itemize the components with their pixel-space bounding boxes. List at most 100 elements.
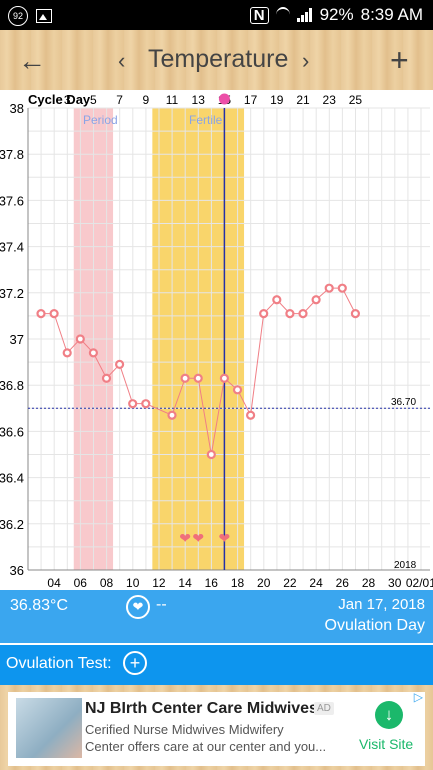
ad-tag: AD <box>314 702 334 715</box>
temperature-point <box>167 410 177 420</box>
selected-day-info: 36.83°C ❤ -- Jan 17, 2018 Ovulation Day <box>0 590 433 643</box>
cycle-day-tick: 3 <box>64 93 71 107</box>
battery-level: 92% <box>319 5 354 24</box>
temperature-point <box>180 373 190 383</box>
temperature-point <box>101 373 112 383</box>
temperature-point <box>259 308 269 319</box>
y-tick-label: 36 <box>10 563 24 578</box>
y-tick-label: 37.2 <box>0 286 24 301</box>
intercourse-heart-icon: ❤ <box>179 530 191 546</box>
clock: 8:39 AM <box>360 5 423 24</box>
next-chart-icon[interactable]: › <box>302 48 310 73</box>
temperature-point <box>324 283 334 293</box>
temperature-point <box>62 348 72 358</box>
y-tick-label: 37.6 <box>0 193 24 208</box>
intercourse-heart-icon[interactable]: ❤ <box>126 595 150 619</box>
y-tick-label: 36.2 <box>0 517 24 532</box>
adchoices-icon[interactable]: ▷ <box>413 690 423 704</box>
y-tick-label: 38 <box>10 101 24 116</box>
cycle-day-tick: 13 <box>192 93 206 107</box>
cycle-day-label: Cycle Day <box>28 92 91 107</box>
temperature-point <box>36 308 46 319</box>
y-tick-label: 37 <box>10 332 24 347</box>
temperature-point <box>219 373 229 383</box>
temperature-point <box>114 359 125 370</box>
selected-date: Jan 17, 2018 <box>338 596 425 613</box>
cycle-day-tick: 17 <box>244 93 258 107</box>
x-tick-label: 30 <box>388 576 402 590</box>
ad-card[interactable]: NJ BIrth Center Care Midwives AD Cerifie… <box>8 690 425 766</box>
app-header: ← ‹ Temperature › + <box>0 30 433 90</box>
ad-headline[interactable]: NJ BIrth Center Care Midwives <box>85 700 318 717</box>
fertile-label: Fertile <box>189 113 223 127</box>
ad-body-line2: Center offers care at our center and you… <box>85 739 327 754</box>
x-tick-label: 26 <box>336 576 350 590</box>
temperature-point <box>232 385 243 395</box>
download-arrow-icon[interactable]: ↓ <box>375 701 403 729</box>
coverline-label: 36.70 <box>391 397 416 408</box>
nfc-icon: N <box>249 6 269 24</box>
temperature-point <box>246 410 256 420</box>
cycle-day-tick: 9 <box>142 93 149 107</box>
temperature-point <box>272 295 282 305</box>
y-tick-label: 36.6 <box>0 424 24 439</box>
cycle-day-tick: 19 <box>270 93 284 107</box>
visit-site-button[interactable]: Visit Site <box>359 736 414 752</box>
x-tick-label: 28 <box>362 576 376 590</box>
x-tick-label: 24 <box>309 576 323 590</box>
x-tick-label: 04 <box>47 576 61 590</box>
ovulation-test-label: Ovulation Test: <box>6 655 112 672</box>
x-tick-label: 02/01 <box>406 576 433 590</box>
temperature-point <box>88 348 99 358</box>
temperature-point <box>298 308 308 319</box>
status-bar: 92 N 92% 8:39 AM <box>0 0 433 30</box>
wifi-icon <box>275 7 290 23</box>
page-title: Temperature <box>148 45 289 73</box>
temperature-point <box>193 373 203 383</box>
temperature-point <box>285 308 295 319</box>
ovulation-test-bar: Ovulation Test: + <box>0 645 433 685</box>
x-tick-label: 20 <box>257 576 271 590</box>
x-tick-label: 14 <box>178 576 192 590</box>
image-notification-icon <box>36 9 52 23</box>
year-label: 2018 <box>394 560 417 571</box>
signal-icon <box>296 8 313 22</box>
temperature-point <box>350 308 360 319</box>
cycle-day-tick: 7 <box>116 93 123 107</box>
cycle-day-tick: 25 <box>349 93 363 107</box>
x-tick-label: 08 <box>100 576 114 590</box>
selected-temperature: 36.83°C <box>10 597 68 614</box>
add-entry-icon[interactable]: + <box>390 42 409 78</box>
temperature-point <box>311 295 321 305</box>
temperature-point <box>337 283 347 293</box>
temperature-point <box>141 399 151 409</box>
intercourse-value: -- <box>156 596 167 613</box>
cycle-day-tick: 23 <box>323 93 337 107</box>
notification-count-icon: 92 <box>8 6 28 26</box>
cycle-day-tick: 21 <box>296 93 310 107</box>
previous-chart-icon[interactable]: ‹ <box>118 48 126 73</box>
cycle-day-tick: 11 <box>166 93 179 107</box>
ad-banner: NJ BIrth Center Care Midwives AD Cerifie… <box>0 685 433 770</box>
back-arrow-icon[interactable]: ← <box>18 45 46 76</box>
x-tick-label: 12 <box>152 576 166 590</box>
temperature-point <box>75 334 85 344</box>
ad-image[interactable] <box>16 698 82 758</box>
cycle-status: Ovulation Day <box>324 617 426 634</box>
temperature-point <box>128 399 138 409</box>
y-tick-label: 36.8 <box>0 378 24 393</box>
period-label: Period <box>83 113 118 127</box>
y-tick-label: 37.4 <box>0 240 24 255</box>
intercourse-heart-icon: ❤ <box>219 530 231 546</box>
add-ovulation-test-icon[interactable]: + <box>123 651 147 675</box>
x-tick-label: 10 <box>126 576 140 590</box>
intercourse-heart-icon: ❤ <box>192 530 204 546</box>
x-tick-label: 22 <box>283 576 297 590</box>
x-tick-label: 18 <box>231 576 245 590</box>
ad-body-line1: Cerified Nurse Midwives Midwifery <box>85 722 284 737</box>
x-tick-label: 16 <box>205 576 219 590</box>
x-tick-label: 06 <box>74 576 88 590</box>
temperature-point <box>49 308 59 319</box>
cycle-day-tick: 5 <box>90 93 97 107</box>
